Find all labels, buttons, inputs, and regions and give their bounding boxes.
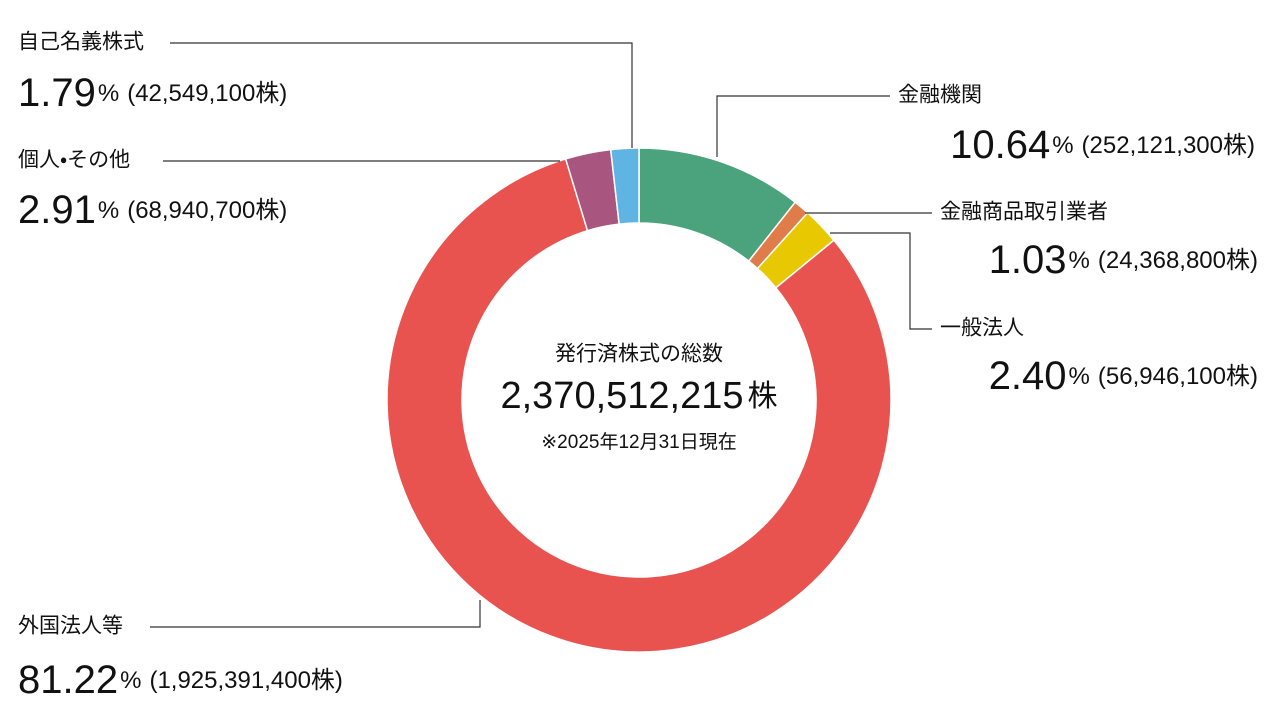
- donut-segment: [609, 147, 640, 225]
- share-count: (56,946,100株): [1098, 363, 1258, 390]
- value-unit: %: [98, 197, 119, 224]
- center-total-unit: 株: [748, 380, 778, 413]
- value-unit: %: [1069, 247, 1090, 274]
- category-label: 金融機関: [898, 84, 982, 107]
- value-label: 2.91: [18, 188, 96, 232]
- value-unit: %: [1052, 132, 1073, 159]
- value-unit: %: [1069, 363, 1090, 390]
- value-label-group: 2.40% (56,946,100株): [989, 354, 1258, 398]
- donut-segment: [386, 157, 892, 653]
- value-label-group: 2.91% (68,940,700株): [18, 188, 287, 232]
- value-label: 2.40: [989, 354, 1067, 398]
- center-title: 発行済株式の総数: [555, 343, 723, 366]
- category-label: 個人・その他: [18, 149, 130, 172]
- share-count: (1,925,391,400株): [149, 667, 342, 694]
- share-count: (252,121,300株): [1082, 132, 1255, 159]
- value-unit: %: [98, 80, 119, 107]
- value-label: 1.79: [18, 71, 96, 115]
- value-label-group: 1.03% (24,368,800株): [989, 238, 1258, 282]
- center-total-value: 2,370,512,215: [500, 375, 743, 417]
- value-label-group: 10.64% (252,121,300株): [950, 123, 1255, 167]
- value-label-group: 81.22% (1,925,391,400株): [18, 658, 343, 702]
- value-unit: %: [120, 667, 141, 694]
- center-total: 2,370,512,215 株: [500, 375, 777, 417]
- leader-line: [830, 232, 932, 330]
- share-count: (68,940,700株): [127, 197, 287, 224]
- value-label: 81.22: [18, 658, 118, 702]
- leader-line: [170, 42, 633, 148]
- center-note: ※2025年12月31日現在: [541, 431, 736, 453]
- value-label: 10.64: [950, 123, 1050, 167]
- category-label: 金融商品取引業者: [940, 201, 1108, 224]
- category-label: 自己名義株式: [18, 31, 144, 54]
- value-label-group: 1.79% (42,549,100株): [18, 71, 287, 115]
- value-label: 1.03: [989, 238, 1067, 282]
- share-count: (42,549,100株): [127, 80, 287, 107]
- leader-line: [716, 95, 890, 157]
- leader-line: [150, 600, 481, 628]
- category-label: 一般法人: [940, 317, 1024, 340]
- share-count: (24,368,800株): [1098, 247, 1258, 274]
- category-label: 外国法人等: [18, 615, 123, 638]
